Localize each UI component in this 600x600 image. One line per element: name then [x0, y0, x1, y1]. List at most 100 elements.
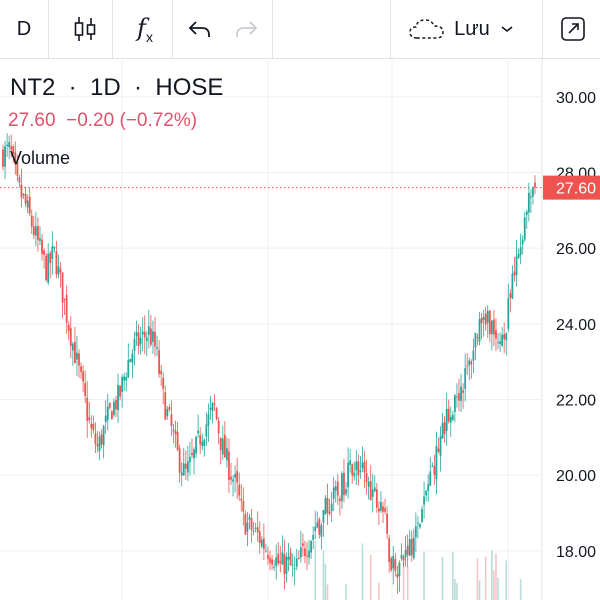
- candle-body: [8, 141, 11, 148]
- candle-body: [100, 434, 103, 445]
- candle-body: [404, 549, 407, 558]
- toolbar-separator: [112, 0, 113, 58]
- candle-body: [34, 226, 37, 236]
- fullscreen-button[interactable]: [546, 0, 600, 58]
- candle-body: [217, 420, 220, 434]
- candle-body: [174, 430, 177, 435]
- candle-body: [115, 400, 117, 410]
- volume-bar: [314, 540, 317, 600]
- candle-body: [365, 473, 368, 482]
- candle-body: [369, 481, 372, 501]
- candle-body: [394, 559, 397, 571]
- candle-body: [390, 557, 393, 571]
- price-change: −0.20: [66, 110, 115, 131]
- candle-body: [254, 527, 257, 529]
- candle-body: [503, 334, 506, 340]
- volume-legend[interactable]: Volume: [10, 148, 71, 168]
- candle-body: [55, 251, 58, 275]
- candle-body: [236, 470, 239, 483]
- candle-body: [371, 489, 374, 497]
- candle-body: [425, 491, 428, 496]
- candle-body: [355, 461, 358, 471]
- candle-body: [377, 508, 380, 512]
- candle-body: [517, 254, 520, 259]
- chart-grid: [0, 59, 542, 600]
- candle-body: [199, 435, 202, 445]
- indicators-button[interactable]: [58, 0, 112, 58]
- interval-button[interactable]: D: [16, 17, 32, 40]
- redo-button[interactable]: [222, 0, 270, 58]
- candle-body: [207, 414, 210, 426]
- toolbar-separator: [542, 0, 543, 58]
- volume-bar: [322, 550, 325, 600]
- candle-body: [447, 408, 450, 422]
- candle-body: [314, 526, 317, 532]
- candle-body: [84, 382, 87, 397]
- candles: [2, 133, 536, 594]
- candle-body: [388, 538, 391, 563]
- candle-body: [65, 295, 68, 323]
- formula-button[interactable]: fx: [118, 0, 172, 58]
- candle-body: [57, 266, 60, 275]
- candle-body: [439, 436, 442, 456]
- candle-body: [4, 146, 6, 167]
- expand-icon: [561, 17, 585, 41]
- candle-body: [133, 338, 136, 351]
- candle-body: [203, 439, 206, 446]
- candle-body: [484, 313, 487, 325]
- candle-body: [71, 343, 74, 351]
- candle-body: [406, 545, 409, 555]
- candle-body: [94, 433, 97, 445]
- candle-body: [92, 423, 95, 431]
- candle-body: [182, 463, 185, 476]
- candle-body: [511, 273, 514, 299]
- candle-body: [373, 487, 376, 492]
- candle-body: [478, 319, 481, 342]
- candle-body: [152, 331, 154, 342]
- candle-body: [6, 144, 9, 147]
- candle-body: [451, 414, 454, 420]
- candle-body: [238, 484, 241, 496]
- fx-icon: fx: [137, 13, 153, 45]
- volume-bar: [491, 550, 493, 600]
- candle-body: [523, 217, 526, 240]
- volume-bar: [378, 582, 380, 600]
- candle-body: [336, 481, 339, 496]
- candle-body: [421, 509, 423, 523]
- candlestick-icon: [74, 17, 96, 41]
- candle-body: [258, 531, 261, 544]
- save-button[interactable]: Lưu: [392, 0, 530, 58]
- volume-bar: [454, 579, 456, 600]
- candle-body: [271, 559, 273, 565]
- candle-body: [78, 353, 80, 366]
- candle-body: [147, 326, 150, 335]
- candle-body: [289, 552, 292, 566]
- candle-body: [186, 461, 189, 473]
- price-change-pct: (−0.72%): [119, 110, 198, 131]
- candle-body: [82, 371, 85, 382]
- y-tick-label: 18.00: [556, 544, 596, 561]
- volume-bar: [324, 563, 327, 600]
- candle-body: [382, 506, 384, 512]
- candle-body: [334, 486, 337, 491]
- candle-body: [445, 408, 448, 431]
- candle-body: [86, 397, 89, 421]
- candle-body: [234, 473, 237, 478]
- undo-button[interactable]: [178, 0, 222, 58]
- candle-body: [141, 331, 144, 335]
- candle-body: [308, 550, 310, 558]
- candle-body: [67, 324, 70, 331]
- candle-body: [24, 193, 27, 204]
- candle-body: [176, 432, 179, 450]
- candle-body: [195, 436, 197, 454]
- candle-body: [269, 557, 271, 563]
- candle-body: [230, 476, 232, 480]
- candle-body: [341, 473, 343, 501]
- candle-body: [14, 152, 17, 165]
- candle-body: [507, 298, 510, 329]
- symbol-name[interactable]: NT2: [10, 74, 56, 101]
- volume-bars: [314, 540, 522, 600]
- volume-bar: [505, 560, 508, 600]
